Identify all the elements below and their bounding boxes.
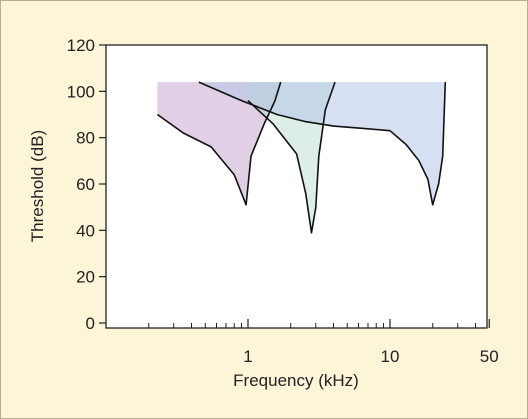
y-tick-label: 40 (76, 221, 95, 240)
x-axis-label: Frequency (kHz) (233, 371, 359, 390)
y-axis-label: Threshold (dB) (28, 130, 47, 242)
tuning-area-3 (198, 82, 446, 205)
tuning-curve-1 (156, 81, 282, 206)
y-tick-label: 0 (86, 314, 95, 333)
x-tick-label: 10 (381, 347, 400, 366)
x-tick-label: 1 (243, 347, 252, 366)
y-tick-label: 120 (67, 36, 95, 55)
tuning-curve-2 (247, 81, 336, 234)
tuning-curve-3 (198, 81, 447, 206)
y-tick-label: 80 (76, 129, 95, 148)
tuning-area-1 (157, 82, 281, 205)
y-tick-label: 60 (76, 175, 95, 194)
y-tick-label: 20 (76, 268, 95, 287)
x-tick-label: 50 (480, 347, 499, 366)
y-tick-label: 100 (67, 82, 95, 101)
